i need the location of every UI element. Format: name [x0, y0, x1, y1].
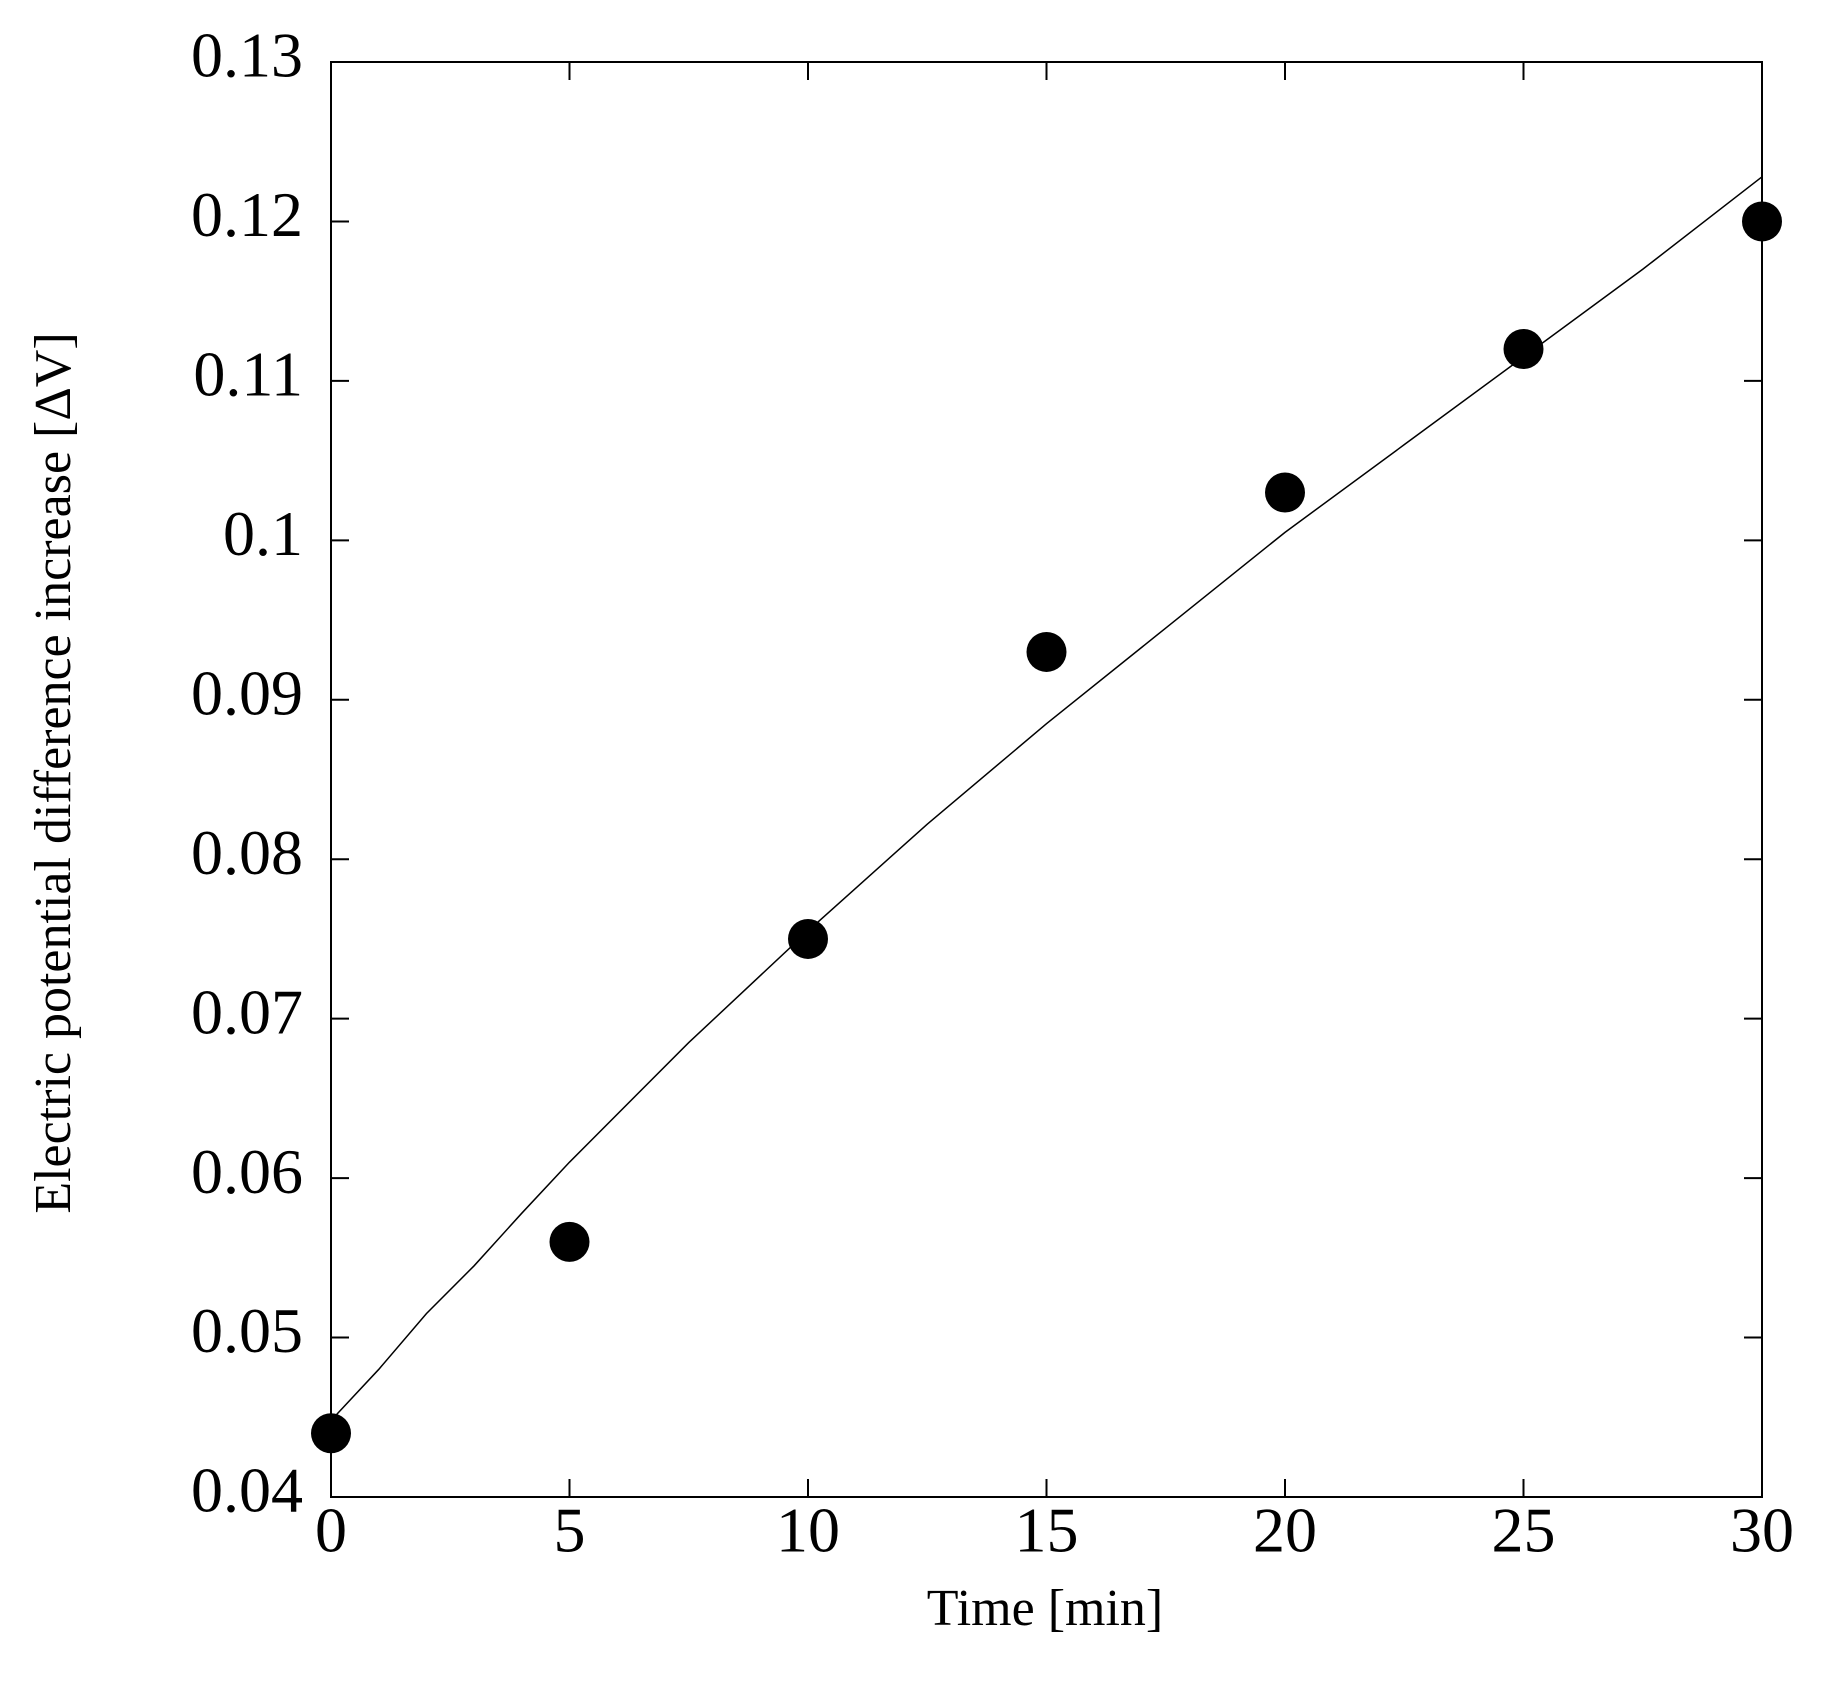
y-axis-title: Electric potential difference increase [… [25, 332, 82, 1213]
x-axis-title: Time [min] [927, 1580, 1163, 1637]
y-tick-label: 0.12 [191, 179, 303, 250]
y-tick-label: 0.05 [191, 1295, 303, 1366]
x-tick-label: 10 [776, 1495, 840, 1566]
plot-frame [330, 61, 1763, 1498]
x-tick-label: 5 [554, 1495, 586, 1566]
y-tick-label: 0.04 [191, 1455, 303, 1526]
y-tick-label: 0.08 [191, 817, 303, 888]
y-tick-label: 0.1 [223, 498, 303, 569]
y-tick-label: 0.06 [191, 1136, 303, 1207]
data-point [1742, 201, 1782, 242]
data-point [788, 918, 828, 959]
data-point [1503, 329, 1544, 369]
data-point [549, 1221, 590, 1262]
x-tick-label: 25 [1492, 1495, 1556, 1566]
x-tick-label: 20 [1253, 1495, 1317, 1566]
data-point [1026, 631, 1067, 672]
x-tick-label: 15 [1015, 1495, 1079, 1566]
x-tick-label: 30 [1730, 1495, 1794, 1566]
y-tick-label: 0.07 [191, 976, 303, 1047]
y-tick-label: 0.13 [191, 20, 303, 91]
data-point [311, 1413, 351, 1454]
data-point [1265, 472, 1305, 513]
x-tick-label: 0 [315, 1495, 347, 1566]
y-tick-label: 0.09 [191, 657, 303, 728]
fit-line [330, 176, 1763, 1421]
y-tick-label: 0.11 [193, 339, 303, 410]
